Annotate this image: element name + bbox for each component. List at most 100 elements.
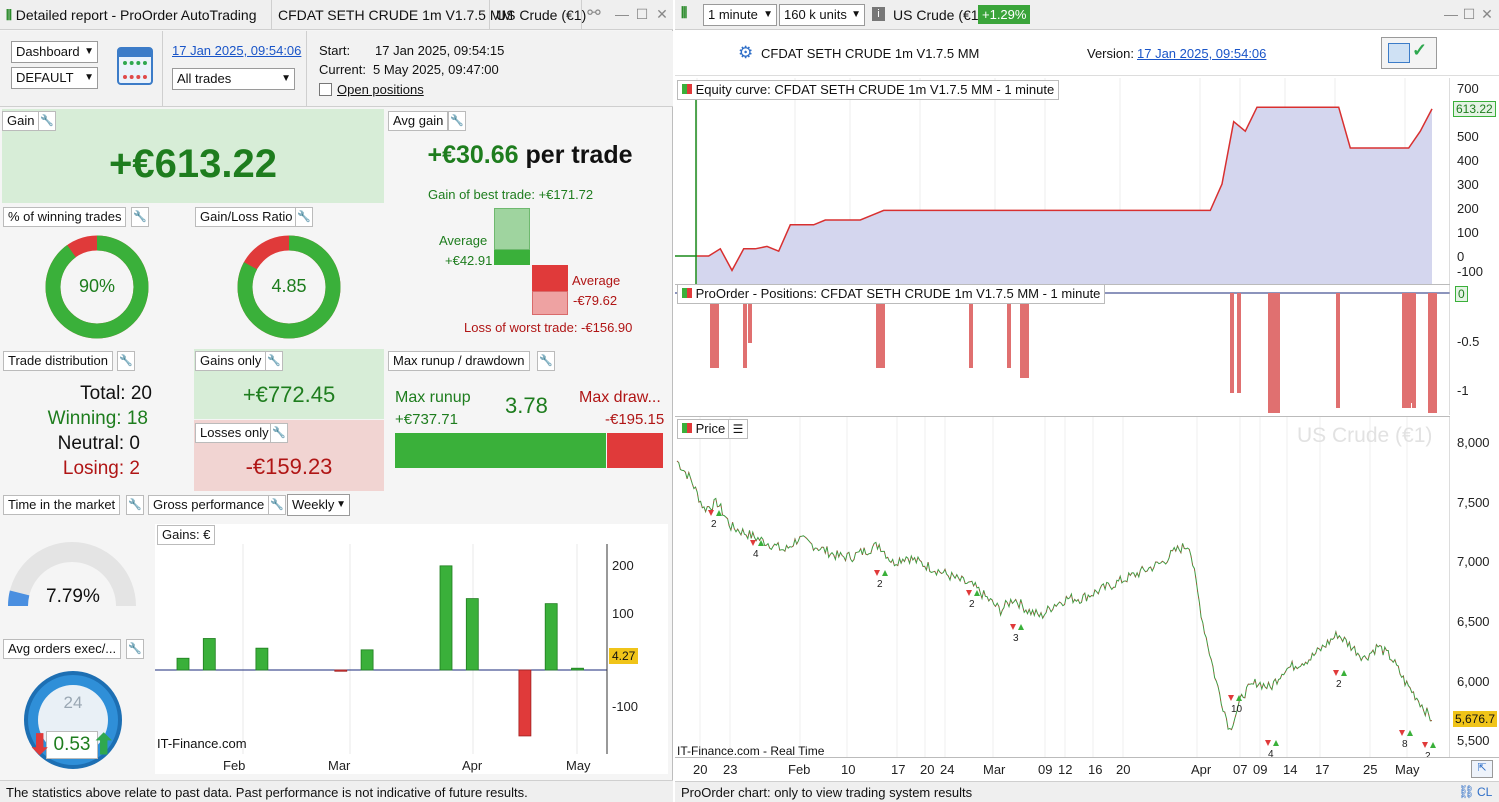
trade-count-label: 4 — [753, 549, 759, 560]
price-svg: 2 4 2 2 3 10 4 2 8 2 — [676, 417, 1450, 757]
chevron-down-icon: ▼ — [281, 73, 291, 84]
default-select[interactable]: DEFAULT ▼ — [11, 67, 98, 89]
equity-title: Equity curve: CFDAT SETH CRUDE 1m V1.7.5… — [677, 80, 1060, 100]
avg-pos-value: +€42.91 — [445, 253, 493, 268]
trade-count-label: 10 — [1231, 704, 1243, 715]
avg-neg-bar — [532, 265, 568, 291]
wrench-icon[interactable]: 🔧 — [117, 351, 135, 371]
buy-arrow-icon — [974, 590, 980, 596]
price-divider — [675, 416, 1450, 417]
list-icon[interactable]: ☰ — [728, 419, 748, 439]
gross-perf-chart — [155, 524, 668, 774]
gross-bar — [571, 667, 584, 671]
equity-line — [697, 106, 1433, 272]
dashboard-select[interactable]: Dashboard ▼ — [11, 41, 98, 63]
gains-only-value: +€772.45 — [242, 382, 336, 407]
trades-select[interactable]: All trades ▼ — [172, 68, 295, 90]
price-swatch — [682, 423, 692, 433]
report-button-icon[interactable]: ✓ — [1381, 37, 1437, 69]
chart-footer: ProOrder chart: only to view trading sys… — [675, 781, 1499, 802]
position-bar — [1007, 293, 1011, 368]
report-toolbar: Dashboard ▼ DEFAULT ▼ 17 Jan 2025, 09:54:0… — [0, 31, 673, 107]
xtick: 10 — [841, 762, 856, 777]
xtick: 16 — [1088, 762, 1103, 777]
open-positions-checkbox[interactable] — [319, 83, 332, 96]
gain-panel — [2, 109, 384, 203]
report-footer: The statistics above relate to past data… — [0, 780, 673, 802]
gross-bar — [439, 565, 453, 671]
price-ytick-7500: 7,500 — [1457, 495, 1490, 510]
trade-dist-label: Trade distribution — [3, 351, 113, 371]
gross-xtick-may: May — [566, 758, 591, 773]
gross-bar — [255, 647, 269, 671]
wrench-icon[interactable]: 🔧 — [448, 111, 466, 131]
chevron-down-icon: ▼ — [336, 499, 346, 510]
xtick: 20 — [1116, 762, 1131, 777]
equity-swatch — [682, 84, 692, 94]
info-icon[interactable]: i — [872, 7, 885, 21]
wrench-icon[interactable]: 🔧 — [265, 351, 283, 371]
time-market-value: 7.79% — [46, 586, 100, 607]
xtick: 09 — [1038, 762, 1053, 777]
wrench-icon[interactable]: 🔧 — [126, 639, 144, 659]
close-icon[interactable]: ✕ — [656, 6, 668, 22]
scroll-icon[interactable]: ⇱ — [1471, 760, 1493, 778]
wrench-icon[interactable]: 🔧 — [268, 495, 286, 515]
timeframe-value: 1 minute — [708, 7, 758, 22]
price-title-text: Price — [695, 421, 726, 436]
close-icon[interactable]: ✕ — [1481, 6, 1493, 22]
report-settings-icon[interactable] — [117, 47, 153, 85]
dashboard-select-value: Dashboard — [16, 44, 80, 59]
wrench-icon[interactable]: 🔧 — [537, 351, 555, 371]
gl-ratio-value: 4.85 — [271, 276, 307, 296]
donut-win-ring — [45, 235, 149, 339]
link-chain-icon[interactable]: ⛓ — [1458, 784, 1475, 799]
units-select[interactable]: 160 k units ▼ — [779, 4, 865, 26]
minimize-icon[interactable]: — — [615, 6, 629, 22]
gross-bar — [334, 669, 348, 672]
candle-icon: ⫴ — [681, 5, 688, 22]
timeframe-select[interactable]: 1 minute ▼ — [703, 4, 777, 26]
runup-label: Max runup / drawdown — [388, 351, 530, 371]
candle-icon: ⫴ — [6, 7, 12, 23]
buy-arrow-icon — [1341, 670, 1347, 676]
position-bar — [1336, 293, 1340, 408]
positions-ytick-neg1: -1 — [1457, 383, 1469, 398]
avg-neg-label: Average — [572, 273, 621, 288]
maximize-icon[interactable]: ☐ — [1462, 6, 1476, 22]
wrench-icon[interactable]: 🔧 — [295, 207, 313, 227]
wrench-icon[interactable]: 🔧 — [131, 207, 149, 227]
position-bar — [1402, 293, 1411, 408]
trade-count-label: 4 — [1268, 749, 1274, 757]
max-drawdown-label: Max draw... — [579, 389, 661, 406]
maximize-icon[interactable]: ☐ — [635, 6, 649, 22]
wrench-icon[interactable]: 🔧 — [126, 495, 144, 515]
positions-last: 0 — [1455, 286, 1468, 302]
wrench-icon[interactable]: 🔧 — [38, 111, 56, 131]
price-line-red — [676, 460, 1433, 731]
date-link[interactable]: 17 Jan 2025, 09:54:06 — [172, 43, 302, 58]
open-positions-label[interactable]: Open positions — [337, 82, 424, 97]
version-link[interactable]: 17 Jan 2025, 09:54:06 — [1137, 46, 1267, 61]
price-ytick-6000: 6,000 — [1457, 674, 1490, 689]
wrench-icon[interactable]: 🔧 — [270, 423, 288, 443]
price-watermark: US Crude (€1) — [1297, 424, 1433, 447]
winning-trades: Winning: 18 — [47, 408, 148, 429]
max-drawdown-value: -€195.15 — [605, 411, 665, 428]
report-window: ⫴ Detailed report - ProOrder AutoTrading… — [0, 0, 673, 802]
minimize-icon[interactable]: — — [1444, 6, 1458, 22]
sell-arrow-icon — [1265, 740, 1271, 746]
link-icon[interactable]: ⚯ — [587, 5, 601, 22]
price-title: Price — [677, 419, 731, 439]
gross-ytick-200: 200 — [612, 558, 634, 573]
tab-strategy[interactable]: CFDAT SETH CRUDE 1m V1.7.5 MM — [272, 0, 513, 30]
weekly-select[interactable]: Weekly ▼ — [287, 494, 350, 516]
avg-orders-label: Avg orders exec/... — [3, 639, 122, 659]
tab-instrument[interactable]: US Crude (€1) — [490, 0, 586, 30]
gross-bar — [544, 603, 558, 671]
price-ytick-8000: 8,000 — [1457, 435, 1490, 450]
xtick: Feb — [788, 762, 811, 777]
gains-chart-label: Gains: € — [157, 525, 216, 545]
gauge-fill — [7, 590, 30, 607]
arrow-up-icon: ⬆ — [92, 729, 116, 760]
